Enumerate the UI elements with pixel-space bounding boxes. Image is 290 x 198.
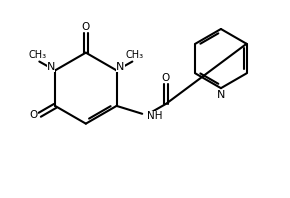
- Text: N: N: [47, 62, 55, 72]
- Text: CH₃: CH₃: [125, 50, 143, 60]
- Text: NH: NH: [147, 111, 163, 121]
- Text: N: N: [217, 90, 225, 100]
- Text: O: O: [30, 110, 38, 120]
- Text: O: O: [82, 22, 90, 32]
- Text: CH₃: CH₃: [28, 50, 46, 60]
- Text: O: O: [162, 73, 170, 83]
- Text: N: N: [116, 62, 125, 72]
